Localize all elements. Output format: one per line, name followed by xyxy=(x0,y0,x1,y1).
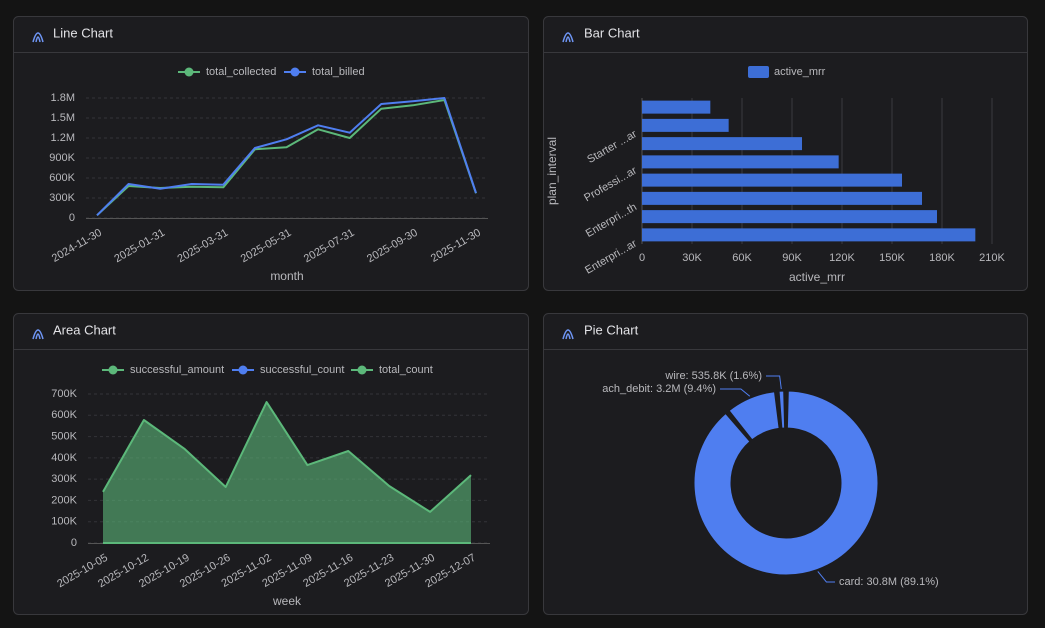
y-tick-label: 1.5M xyxy=(51,112,75,124)
y-tick-label: 0 xyxy=(69,212,75,224)
panel-icon xyxy=(32,329,44,340)
label-line xyxy=(817,571,835,583)
y-tick-label: 900K xyxy=(49,152,75,164)
y-tick-label: 400K xyxy=(51,452,77,464)
bar xyxy=(642,210,937,224)
legend-swatch xyxy=(748,66,769,78)
data-label: wire: 535.8K (1.6%) xyxy=(664,370,762,382)
x-axis-title: week xyxy=(272,594,302,608)
x-tick-label: 90K xyxy=(782,252,802,264)
pie-slice xyxy=(728,391,780,441)
legend-label: successful_amount xyxy=(130,364,224,376)
panel: Pie Chart xyxy=(543,313,1028,615)
y-axis-title: plan_interval xyxy=(545,137,559,205)
panel-title: Bar Chart xyxy=(584,25,640,40)
x-tick-label: 180K xyxy=(929,252,955,264)
legend-swatch xyxy=(238,365,248,375)
panel-icon xyxy=(562,329,574,340)
x-tick-label: 30K xyxy=(682,252,702,264)
panel-frame xyxy=(13,16,529,291)
data-label: ach_debit: 3.2M (9.4%) xyxy=(602,383,716,395)
y-tick-label: 300K xyxy=(49,192,75,204)
y-tick-label: 600K xyxy=(51,409,77,421)
panel-icon xyxy=(562,32,574,43)
legend-swatch xyxy=(290,67,300,77)
legend-label: total_billed xyxy=(312,66,365,78)
legend-swatch xyxy=(108,365,118,375)
y-tick-label: 300K xyxy=(51,473,77,485)
line xyxy=(102,401,472,513)
pie-slice xyxy=(693,390,879,576)
panel-title: Line Chart xyxy=(53,25,113,40)
panel: Line Chart xyxy=(13,16,529,291)
legend-swatch xyxy=(357,365,367,375)
bar xyxy=(642,173,902,187)
y-tick-label: 1.8M xyxy=(51,92,75,104)
area xyxy=(103,402,471,543)
data-label: card: 30.8M (89.1%) xyxy=(839,576,939,588)
bar xyxy=(642,228,976,242)
line xyxy=(96,97,477,217)
x-tick-label: 120K xyxy=(829,252,855,264)
x-axis-title: month xyxy=(270,269,303,283)
legend-swatch xyxy=(184,67,194,77)
x-tick-label: 0 xyxy=(639,252,645,264)
legend-label: total_collected xyxy=(206,66,276,78)
legend-label: active_mrr xyxy=(774,66,826,78)
pie-slice xyxy=(778,390,786,429)
y-tick-label: 100K xyxy=(51,516,77,528)
panel-icon xyxy=(32,32,44,43)
label-line xyxy=(766,375,782,390)
bar xyxy=(642,155,839,169)
x-axis-title: active_mrr xyxy=(789,270,845,284)
x-tick-label: 60K xyxy=(732,252,752,264)
legend-label: successful_count xyxy=(260,364,344,376)
bar xyxy=(642,137,802,151)
y-tick-label: 0 xyxy=(71,537,77,549)
x-tick-label: 150K xyxy=(879,252,905,264)
panel-title: Pie Chart xyxy=(584,322,639,337)
bar xyxy=(642,100,711,114)
bar xyxy=(642,191,922,205)
y-tick-label: 200K xyxy=(51,494,77,506)
y-tick-label: 500K xyxy=(51,430,77,442)
y-tick-label: 600K xyxy=(49,172,75,184)
bar xyxy=(642,118,729,132)
x-tick-label: 210K xyxy=(979,252,1005,264)
y-tick-label: 700K xyxy=(51,388,77,400)
label-line xyxy=(720,388,751,397)
panel-title: Area Chart xyxy=(53,322,116,337)
panel-frame xyxy=(543,313,1028,615)
legend-label: total_count xyxy=(379,364,433,376)
y-tick-label: 1.2M xyxy=(51,132,75,144)
